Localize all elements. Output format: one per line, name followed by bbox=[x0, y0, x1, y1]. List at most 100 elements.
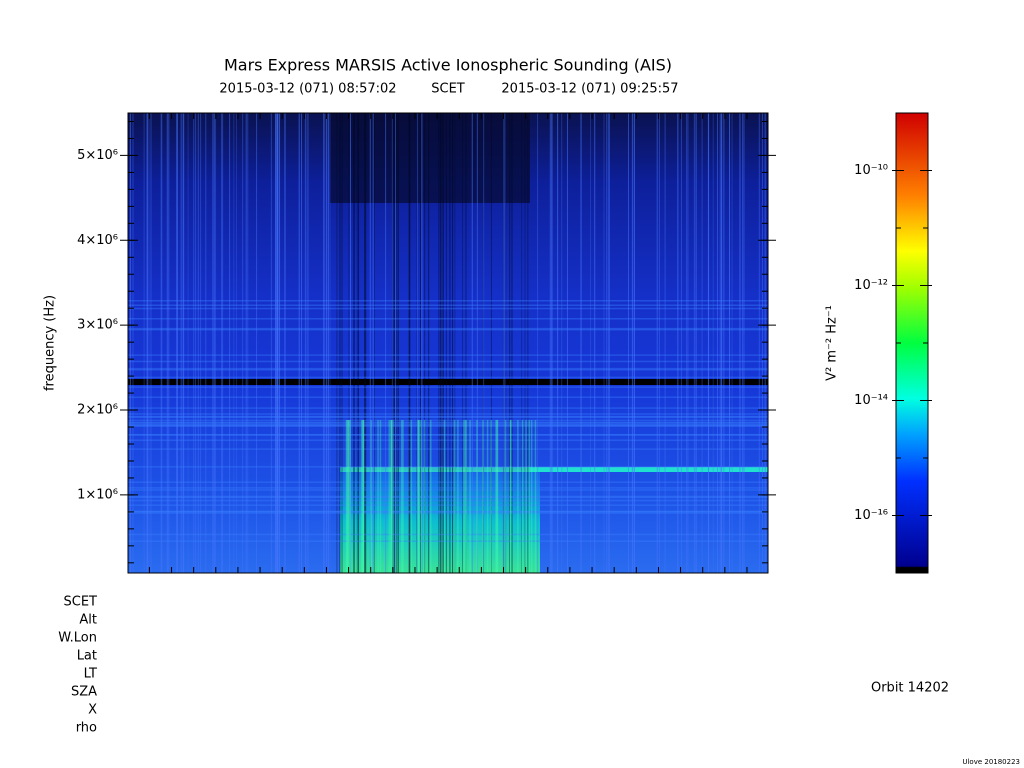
streak bbox=[362, 420, 364, 573]
streak bbox=[549, 113, 551, 573]
streak bbox=[731, 113, 733, 573]
band bbox=[128, 415, 768, 418]
streak bbox=[393, 113, 395, 573]
streak bbox=[551, 113, 553, 573]
streak bbox=[275, 113, 277, 573]
band bbox=[128, 304, 768, 307]
streak bbox=[256, 113, 258, 573]
streak bbox=[187, 113, 189, 573]
y-tick-label: 3×10⁶ bbox=[77, 318, 118, 333]
streak bbox=[701, 113, 703, 573]
band bbox=[128, 318, 768, 320]
streak bbox=[247, 113, 249, 573]
streak bbox=[486, 420, 489, 573]
streak bbox=[442, 113, 444, 573]
streak bbox=[276, 113, 278, 573]
streak bbox=[417, 420, 420, 573]
streak bbox=[453, 420, 456, 573]
streak bbox=[471, 113, 473, 573]
streak bbox=[347, 420, 350, 573]
streak bbox=[391, 113, 393, 573]
streak bbox=[213, 113, 215, 573]
streak bbox=[339, 113, 341, 573]
streak bbox=[394, 113, 396, 573]
streak bbox=[707, 113, 709, 573]
streak bbox=[441, 113, 443, 573]
streak bbox=[129, 113, 131, 573]
orbit: Orbit 14202 bbox=[871, 681, 949, 696]
streak bbox=[511, 113, 513, 573]
title: Mars Express MARSIS Active Ionospheric S… bbox=[224, 56, 672, 75]
streak bbox=[348, 420, 350, 573]
streak bbox=[150, 113, 152, 573]
streak bbox=[183, 113, 185, 573]
streak bbox=[420, 420, 422, 573]
streak bbox=[215, 113, 217, 573]
streak bbox=[463, 420, 465, 573]
streak bbox=[229, 113, 231, 573]
band bbox=[128, 487, 768, 489]
y-tick-label: 4×10⁶ bbox=[77, 233, 118, 248]
y-tick-label: 1×10⁶ bbox=[77, 487, 118, 502]
streak bbox=[270, 113, 272, 573]
band bbox=[128, 300, 768, 302]
streak bbox=[482, 113, 484, 573]
streak bbox=[502, 113, 504, 573]
band bbox=[128, 396, 768, 398]
streak bbox=[677, 113, 679, 573]
streak bbox=[388, 420, 390, 573]
streak bbox=[537, 113, 539, 573]
streak bbox=[410, 420, 413, 573]
streak bbox=[566, 113, 568, 573]
streak bbox=[761, 113, 763, 573]
streak bbox=[277, 113, 279, 573]
streak bbox=[306, 113, 308, 573]
streak bbox=[392, 420, 394, 573]
streak bbox=[148, 113, 150, 573]
footer: Ulove 20180223 bbox=[962, 758, 1020, 766]
streak bbox=[524, 113, 526, 573]
streak bbox=[608, 113, 610, 573]
row-label: Alt bbox=[79, 613, 97, 628]
band bbox=[128, 425, 768, 428]
streak bbox=[695, 113, 697, 573]
streak bbox=[385, 113, 387, 573]
streak bbox=[729, 113, 731, 573]
y-axis-label: frequency (Hz) bbox=[43, 295, 58, 391]
streak bbox=[430, 420, 432, 573]
streak bbox=[721, 113, 723, 573]
streak bbox=[161, 113, 163, 573]
streak bbox=[631, 113, 633, 573]
streak bbox=[716, 113, 718, 573]
band bbox=[128, 499, 768, 502]
band bbox=[128, 307, 768, 310]
colorbar-tick-label: 10⁻¹² bbox=[854, 278, 888, 293]
streak bbox=[353, 113, 355, 573]
streak bbox=[509, 420, 512, 573]
streak bbox=[409, 113, 411, 573]
streak bbox=[346, 420, 348, 573]
subtitle-end: 2015-03-12 (071) 09:25:57 bbox=[501, 82, 678, 97]
streak bbox=[222, 113, 224, 573]
band bbox=[128, 434, 768, 436]
streak bbox=[496, 420, 499, 573]
streak bbox=[390, 420, 393, 573]
streak bbox=[362, 420, 364, 573]
streak bbox=[449, 113, 451, 573]
streak bbox=[396, 113, 398, 573]
streak bbox=[490, 420, 493, 573]
streak bbox=[279, 113, 281, 573]
streak bbox=[391, 113, 393, 573]
streak bbox=[373, 113, 375, 573]
streak bbox=[764, 113, 766, 573]
streak bbox=[445, 113, 447, 573]
streak bbox=[509, 113, 511, 573]
streak bbox=[504, 113, 506, 573]
streak bbox=[176, 113, 178, 573]
streak bbox=[347, 420, 349, 573]
streak bbox=[416, 113, 418, 573]
streak bbox=[377, 420, 379, 573]
streak bbox=[284, 113, 286, 573]
streak bbox=[323, 113, 325, 573]
streak bbox=[400, 420, 403, 573]
